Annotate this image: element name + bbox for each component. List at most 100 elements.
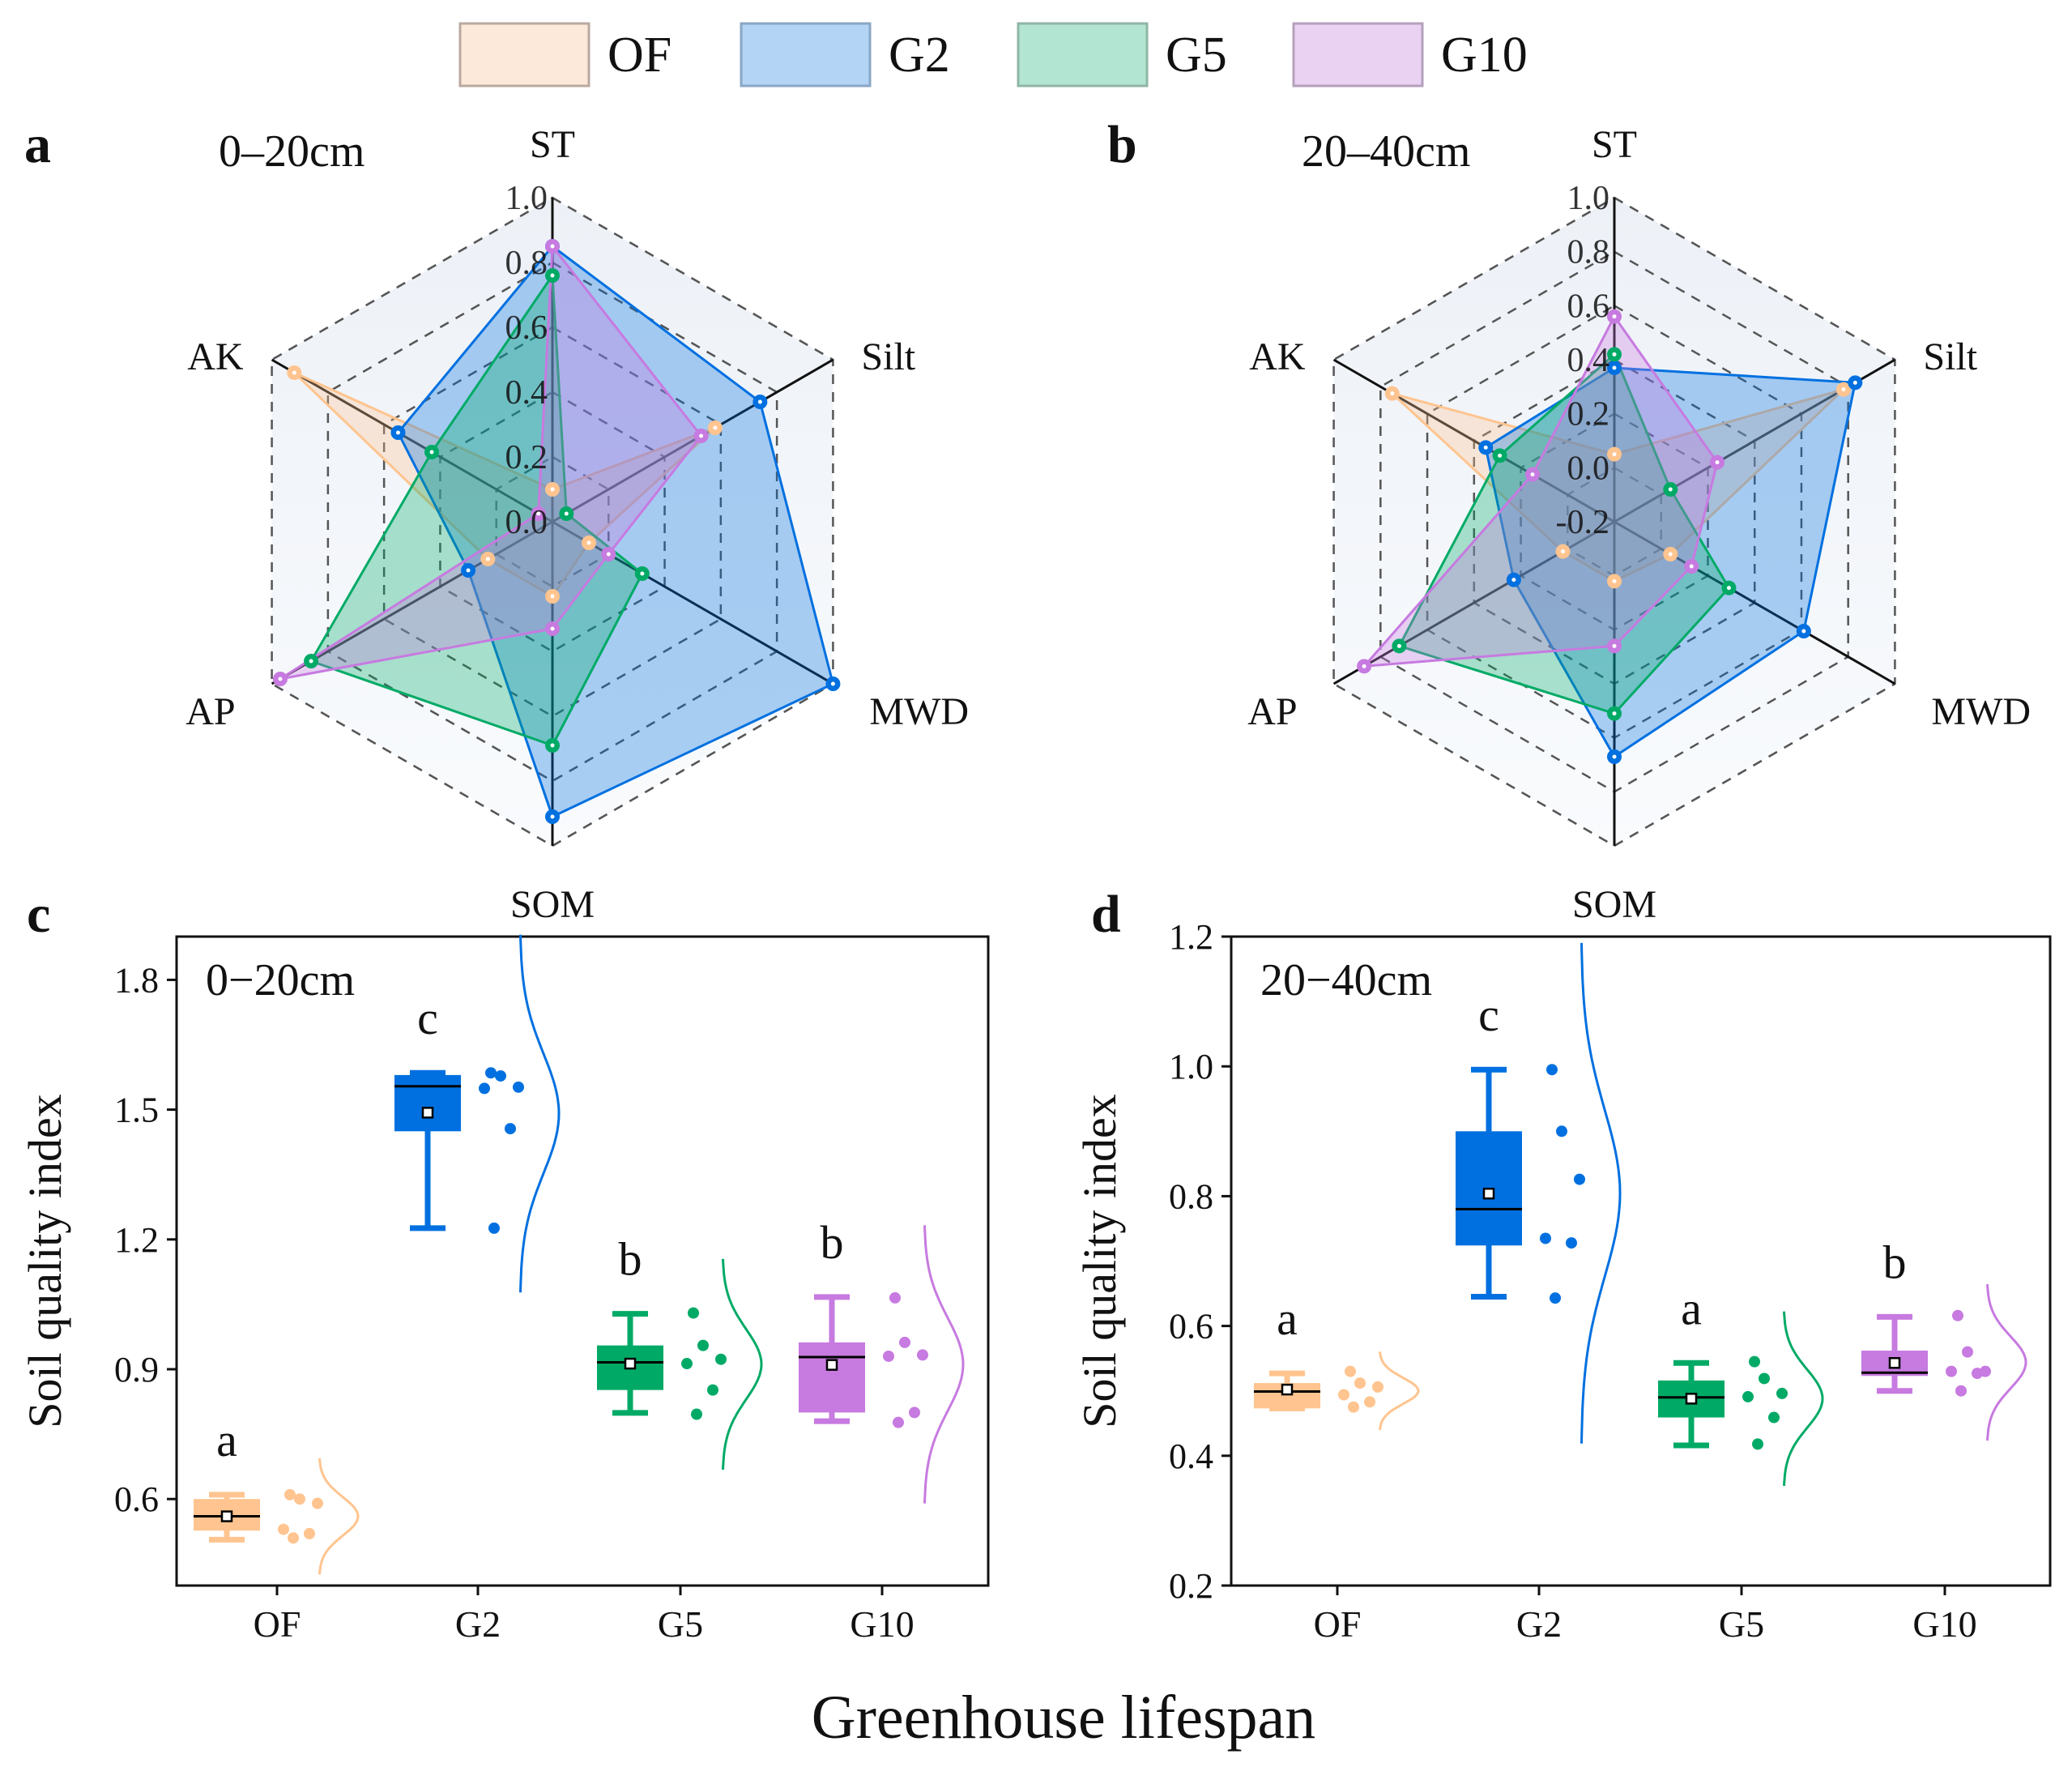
radar-point-center <box>1852 380 1857 385</box>
radar-point-center <box>1689 564 1694 569</box>
data-point <box>1345 1365 1356 1377</box>
distribution-curve <box>318 1458 360 1575</box>
radar-axis-label-silt: Silt <box>1923 335 1977 378</box>
box-group-of: a <box>1254 1292 1420 1431</box>
legend-label: G5 <box>1166 28 1227 83</box>
mean-marker <box>421 1107 434 1119</box>
data-point <box>1962 1346 1973 1358</box>
radar-axis-label-som: SOM <box>1572 883 1656 926</box>
panel-label: a <box>24 115 51 174</box>
radar-axis-label-silt: Silt <box>861 335 915 378</box>
data-point <box>284 1488 296 1500</box>
box-group-of: a <box>194 1414 360 1575</box>
data-point <box>1372 1381 1383 1393</box>
legend-item-of: OF <box>458 22 671 88</box>
radar-tick-label: 0.2 <box>505 439 548 476</box>
radar-point-center <box>1511 578 1516 583</box>
legend-swatch <box>1017 22 1149 88</box>
x-tick-label: G2 <box>455 1603 501 1645</box>
significance-letter: b <box>619 1233 642 1286</box>
radar-axis-line <box>552 520 834 685</box>
radar-axis-label-ap: AP <box>1247 690 1297 733</box>
data-point <box>1556 1125 1567 1138</box>
data-point <box>1338 1389 1349 1401</box>
radar-point-center <box>757 399 762 404</box>
y-axis-title: Soil quality index <box>19 1094 71 1428</box>
radar-point-center <box>1612 452 1617 457</box>
data-point <box>304 1527 315 1539</box>
box-group-g10: b <box>799 1216 965 1504</box>
panel-label: d <box>1091 885 1121 944</box>
radar-point-center <box>699 433 704 438</box>
data-point <box>278 1523 289 1535</box>
panel-title: 20−40cm <box>1260 955 1432 1005</box>
radar-chart-b: b 20–40cm -0.2 0.0 0.2 0.4 0.6 0.8 1.0 ST Silt MWD S… <box>1107 115 2031 926</box>
data-point <box>485 1067 497 1079</box>
mean-marker <box>1685 1393 1698 1405</box>
y-tick-label: 1.8 <box>114 960 159 1000</box>
legend-item-g2: G2 <box>740 22 950 88</box>
data-point <box>1980 1365 1991 1377</box>
box-group-g5: a <box>1658 1282 1824 1486</box>
radar-point-center <box>1841 387 1846 392</box>
data-point <box>1540 1232 1551 1244</box>
radar-point-center <box>536 511 541 516</box>
panel-title: 0–20cm <box>219 126 365 177</box>
panel-label: b <box>1107 115 1137 174</box>
radar-point-center <box>1498 453 1503 458</box>
data-point <box>715 1353 727 1365</box>
panel-label: c <box>27 885 50 944</box>
radar-point-center <box>1726 586 1731 591</box>
radar-axis-line <box>1332 358 1615 523</box>
legend: OF G2 G5 G10 <box>458 22 1528 88</box>
radar-chart-a: a 0–20cm 0.0 0.2 0.4 0.6 0.8 1.0 ST Silt MWD SOM AP A… <box>24 115 969 926</box>
radar-axis-label-mwd: MWD <box>869 690 969 733</box>
data-point <box>1955 1385 1967 1397</box>
radar-tick-label: 0.2 <box>1567 396 1610 433</box>
y-tick-label: 0.6 <box>114 1479 159 1519</box>
data-point <box>1776 1387 1788 1399</box>
radar-tick-label: 0.4 <box>1567 342 1610 379</box>
legend-swatch <box>740 22 872 88</box>
data-point <box>505 1123 516 1135</box>
x-tick-label: G10 <box>850 1603 914 1645</box>
x-tick-label: G5 <box>1719 1603 1764 1645</box>
radar-point-center <box>1612 365 1617 370</box>
radar-point-center <box>713 425 718 430</box>
significance-letter: b <box>1883 1236 1907 1288</box>
data-point <box>1946 1365 1957 1377</box>
legend-label: G10 <box>1441 28 1528 83</box>
box-group-g2: c <box>394 934 561 1293</box>
radar-point-center <box>1612 711 1617 716</box>
x-axis-title: Greenhouse lifespan <box>812 1684 1316 1752</box>
radar-point-center <box>586 540 591 545</box>
radar-tick-label: 0.8 <box>1567 234 1610 271</box>
data-point <box>681 1358 693 1370</box>
radar-axis-line <box>271 358 553 523</box>
y-tick-label: 0.2 <box>1169 1566 1213 1606</box>
data-point <box>1952 1309 1963 1321</box>
data-point <box>1566 1237 1577 1249</box>
y-tick-label: 1.2 <box>114 1220 159 1260</box>
radar-tick-label: 0.4 <box>505 374 548 412</box>
significance-letter: a <box>216 1414 237 1466</box>
data-point <box>513 1081 524 1093</box>
radar-point-center <box>292 370 296 375</box>
radar-point-center <box>550 626 555 631</box>
x-tick-label: G2 <box>1516 1603 1562 1645</box>
radar-point-center <box>1560 549 1565 554</box>
legend-item-g10: G10 <box>1292 22 1528 88</box>
radar-point-center <box>1530 472 1535 477</box>
radar-point-center <box>830 681 835 686</box>
x-tick-label: OF <box>254 1603 301 1645</box>
data-point <box>495 1069 506 1082</box>
radar-tick-label: 0.6 <box>1567 288 1610 325</box>
mean-marker <box>825 1359 838 1371</box>
radar-point-center <box>1612 314 1617 319</box>
radar-point-center <box>550 743 555 748</box>
data-point <box>697 1339 709 1351</box>
data-point <box>288 1532 299 1544</box>
data-point <box>1354 1377 1366 1389</box>
radar-point-center <box>550 273 555 278</box>
